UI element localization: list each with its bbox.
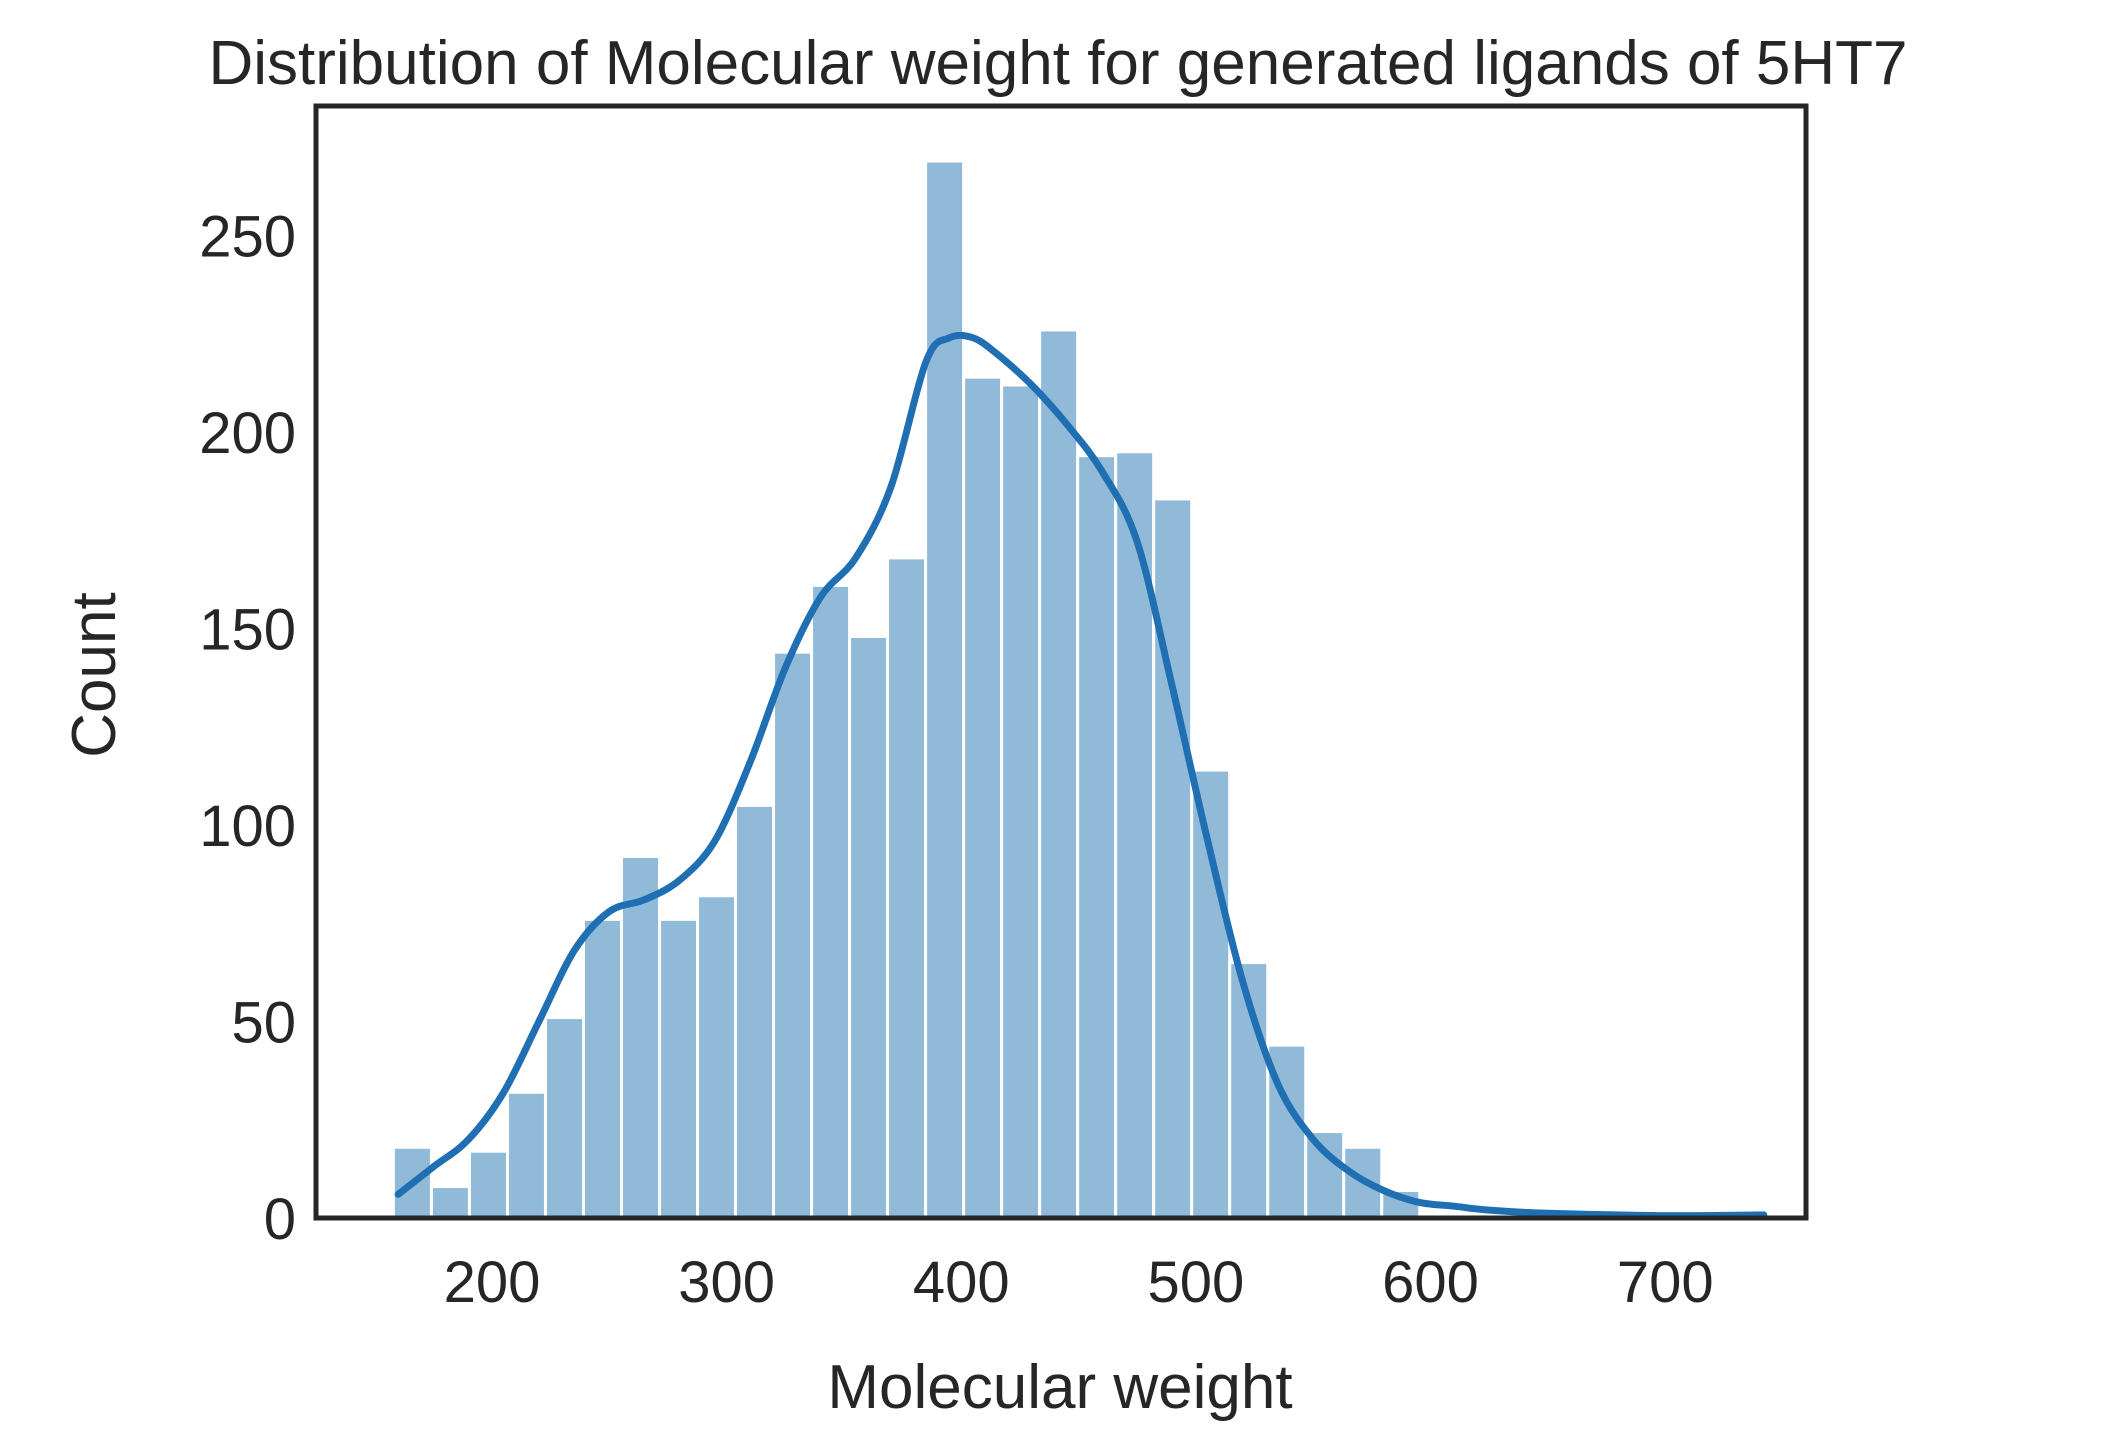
y-axis-ticks: 0 50 100 150 200 250: [199, 205, 296, 1252]
x-tick-label: 700: [1617, 1250, 1714, 1315]
chart-title: Distribution of Molecular weight for gen…: [208, 29, 1907, 98]
histogram-bar: [505, 1090, 547, 1220]
y-tick-label: 50: [231, 991, 296, 1056]
histogram-bar: [1152, 497, 1194, 1220]
histogram-bar: [1000, 383, 1042, 1220]
histogram-bar: [620, 855, 662, 1220]
histogram-bar: [1114, 450, 1156, 1220]
histogram-bar: [581, 917, 624, 1220]
y-tick-label: 200: [199, 401, 296, 466]
histogram-bar: [924, 159, 966, 1220]
histogram-bar: [962, 375, 1004, 1220]
histogram-bar: [1038, 328, 1080, 1220]
histogram-bar: [1304, 1130, 1346, 1220]
x-tick-label: 400: [913, 1250, 1010, 1315]
axes-frame: [313, 103, 1809, 1221]
y-axis-label: Count: [60, 592, 129, 757]
x-axis-label: Molecular weight: [827, 1353, 1292, 1422]
histogram-bar: [772, 650, 814, 1220]
x-axis-ticks: 200 300 400 500 600 700: [444, 1250, 1714, 1315]
histogram-bar: [543, 1016, 585, 1220]
histogram-bar: [848, 634, 890, 1220]
histogram-bars: [391, 159, 1764, 1220]
histogram-bar: [696, 894, 738, 1220]
histogram-bar: [467, 1149, 509, 1220]
kde-curve: [394, 331, 1768, 1220]
histogram-bar: [734, 803, 776, 1220]
x-tick-label: 200: [444, 1250, 541, 1315]
y-tick-label: 250: [199, 205, 296, 270]
y-tick-label: 150: [199, 598, 296, 663]
histogram-bar: [1190, 768, 1232, 1220]
y-tick-label: 100: [199, 794, 296, 859]
x-tick-label: 600: [1382, 1250, 1479, 1315]
histogram-bar: [429, 1185, 471, 1220]
histogram-bar: [658, 917, 700, 1220]
x-tick-label: 300: [678, 1250, 775, 1315]
histogram-bar: [1076, 454, 1118, 1220]
x-tick-label: 500: [1148, 1250, 1245, 1315]
y-tick-label: 0: [264, 1187, 296, 1252]
histogram-bar: [886, 556, 928, 1220]
histogram-bar: [810, 583, 852, 1220]
